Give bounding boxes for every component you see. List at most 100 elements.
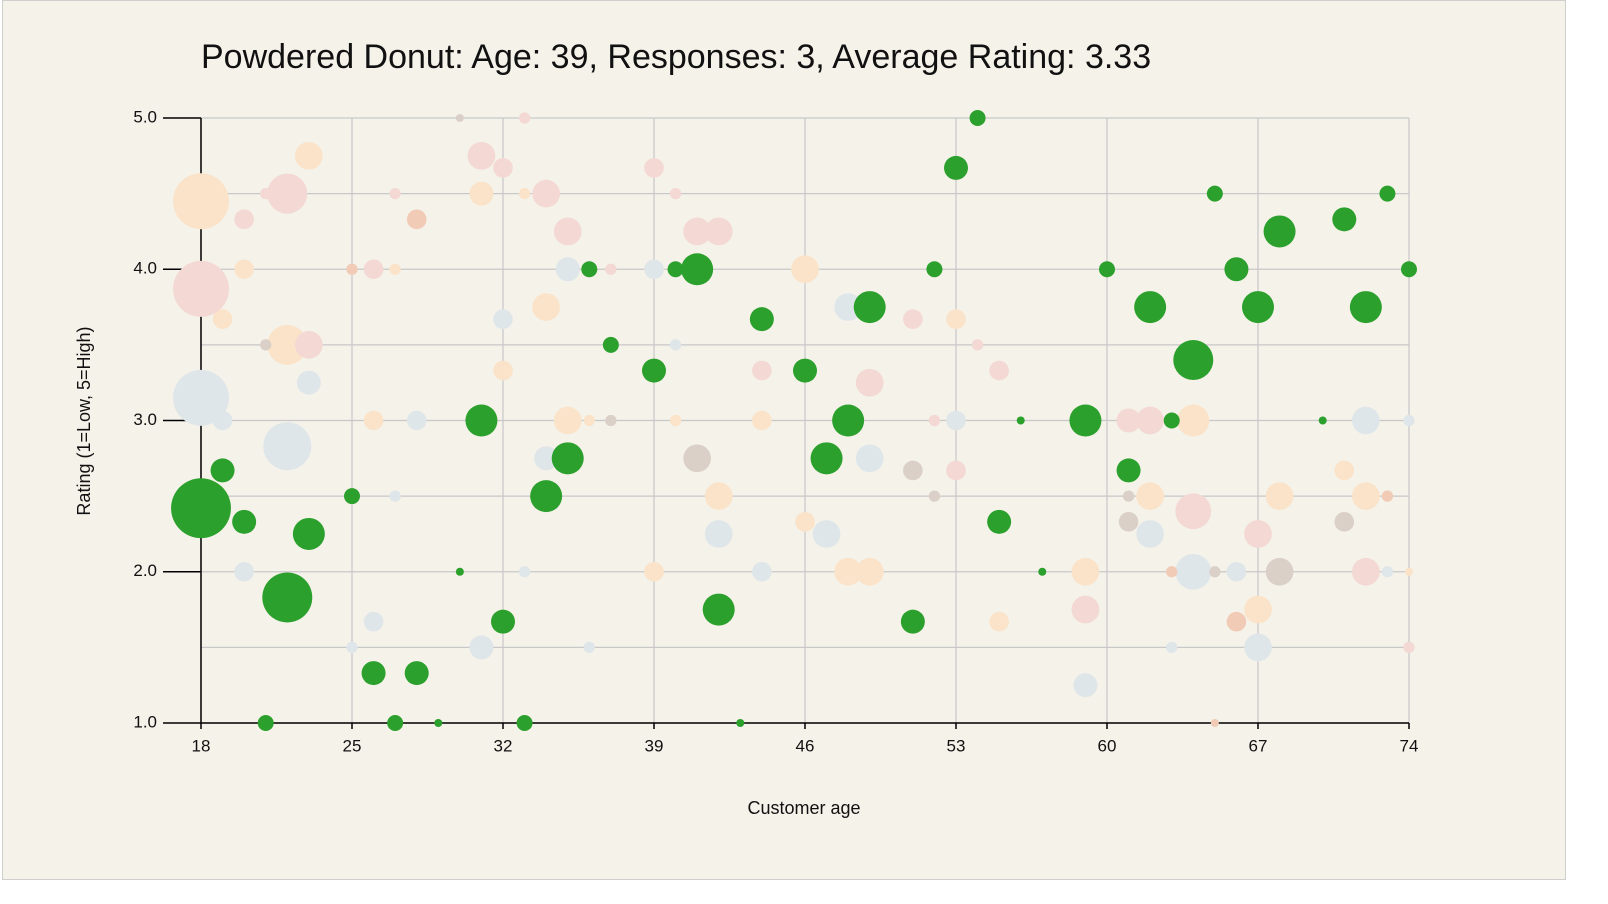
bubble	[295, 141, 323, 170]
bubble	[1224, 257, 1249, 282]
bubble	[516, 715, 533, 731]
bubble	[1166, 566, 1178, 578]
bubble	[530, 480, 563, 513]
bubble	[736, 719, 745, 727]
bubble	[1379, 185, 1396, 202]
bubble	[173, 369, 229, 426]
bubble	[581, 261, 598, 278]
x-tick-label: 67	[1249, 736, 1268, 755]
bubble	[1263, 215, 1296, 248]
bubble	[1244, 633, 1272, 662]
bubble	[987, 509, 1012, 534]
bubble	[363, 611, 384, 632]
bubble	[1177, 404, 1210, 437]
bubble	[493, 309, 513, 329]
bubble	[855, 368, 884, 397]
bubble	[1175, 553, 1212, 590]
bubble	[1265, 482, 1294, 510]
bubble	[1175, 493, 1212, 530]
chart: Powdered Donut: Age: 39, Responses: 3, A…	[74, 38, 1419, 818]
bubble	[493, 158, 513, 178]
bubble	[1381, 490, 1394, 502]
bubble	[1071, 595, 1100, 624]
bubble	[1352, 482, 1380, 510]
bubble	[989, 360, 1009, 381]
bubble	[971, 339, 984, 351]
bubble	[791, 255, 819, 284]
bubble	[1136, 520, 1164, 548]
bubble	[1116, 458, 1141, 483]
bubble	[642, 358, 666, 383]
bubble	[551, 442, 584, 475]
bubble	[469, 181, 494, 206]
bubble	[946, 309, 966, 329]
bubble	[855, 444, 884, 473]
bubble	[969, 110, 986, 126]
bubble	[173, 173, 229, 230]
bubble	[1242, 291, 1274, 324]
bubble	[752, 360, 772, 381]
bubble	[602, 336, 619, 353]
bubble	[455, 114, 464, 122]
bubble	[704, 520, 733, 548]
bubble	[1403, 414, 1415, 427]
bubble	[210, 458, 235, 483]
bubble	[1073, 673, 1098, 698]
bubble	[669, 414, 682, 427]
bubble	[946, 460, 966, 481]
bubble	[853, 291, 886, 324]
bubble	[534, 446, 559, 471]
bubble	[234, 561, 254, 582]
bubble	[1226, 611, 1247, 632]
bubble	[387, 715, 404, 731]
bubble	[173, 260, 229, 317]
bubble	[363, 259, 384, 280]
bubble	[926, 261, 943, 278]
bubble	[260, 339, 272, 351]
bubble	[1069, 404, 1102, 437]
x-tick-label: 46	[796, 736, 815, 755]
bubble	[900, 609, 925, 634]
bubble	[467, 141, 496, 170]
bubble	[1116, 408, 1141, 433]
bubble	[683, 444, 711, 473]
bubble	[989, 611, 1009, 632]
bubble	[946, 410, 966, 431]
bubble	[1136, 406, 1164, 435]
bubble	[532, 293, 560, 321]
bubble	[212, 410, 233, 431]
bubble	[406, 410, 427, 431]
bubble	[267, 173, 308, 214]
x-tick-label: 32	[494, 736, 513, 755]
x-axis-label: Customer age	[747, 798, 860, 818]
bubble	[702, 593, 735, 626]
bubble	[1352, 557, 1380, 586]
bubble	[583, 414, 595, 427]
bubble	[292, 517, 325, 550]
bubble	[1016, 416, 1025, 425]
bubble	[1334, 460, 1355, 481]
bubble	[171, 478, 231, 539]
x-tick-label: 39	[645, 736, 664, 755]
bubble	[605, 263, 617, 275]
bubble	[1071, 557, 1100, 586]
bubble	[644, 561, 664, 582]
bubble	[1226, 561, 1247, 582]
bubble	[234, 209, 254, 230]
bubble	[749, 307, 774, 332]
bubble	[263, 422, 312, 471]
bubble	[363, 410, 384, 431]
bubble	[928, 490, 941, 502]
bubble	[1403, 641, 1415, 654]
x-tick-label: 60	[1098, 736, 1117, 755]
bubble	[1352, 406, 1380, 435]
bubble	[389, 187, 401, 200]
bubble	[855, 557, 884, 586]
bubble	[1349, 291, 1382, 324]
y-tick-label: 2.0	[133, 561, 157, 580]
bubble	[406, 209, 427, 230]
bubble	[644, 259, 664, 280]
bubble	[752, 410, 772, 431]
bubble	[1118, 512, 1139, 532]
bubble	[1210, 719, 1219, 727]
